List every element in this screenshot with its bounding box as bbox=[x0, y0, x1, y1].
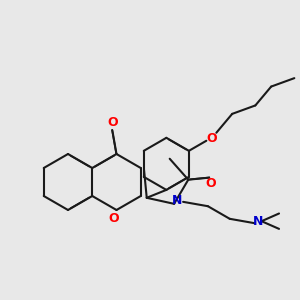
Text: O: O bbox=[206, 177, 217, 190]
Text: N: N bbox=[172, 194, 182, 207]
Text: O: O bbox=[108, 212, 119, 226]
Text: O: O bbox=[107, 116, 118, 129]
Text: O: O bbox=[206, 132, 217, 145]
Text: N: N bbox=[254, 215, 264, 228]
